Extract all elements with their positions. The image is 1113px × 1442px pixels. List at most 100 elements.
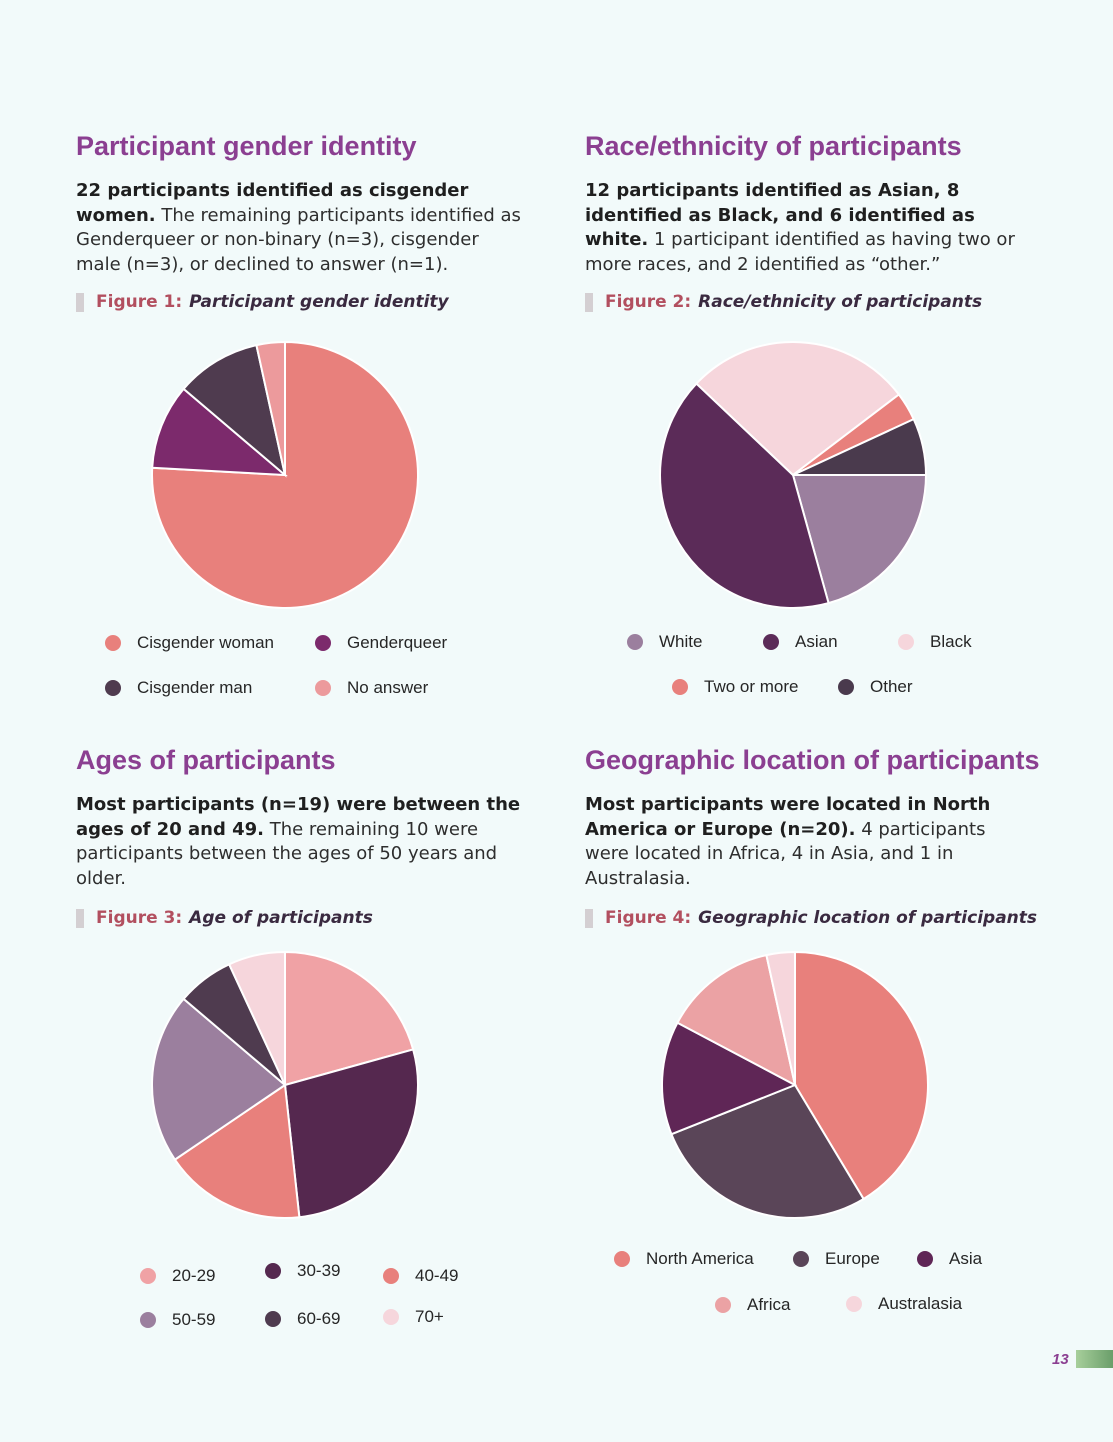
legend-item-white: White bbox=[627, 632, 702, 652]
legend-swatch bbox=[793, 1251, 809, 1267]
gender-body-bold: 22 participants identified as cisgender … bbox=[76, 180, 469, 226]
pie-slice-other bbox=[792, 417, 928, 476]
legend-label: Two or more bbox=[704, 677, 799, 696]
figure-2-text: Race/ethnicity of participants bbox=[698, 292, 983, 312]
caption-bar bbox=[76, 908, 84, 928]
legend-swatch bbox=[763, 634, 779, 650]
ages-body-bold: Most participants (n=19) were between th… bbox=[76, 794, 521, 840]
race-body-bold: 12 participants identified as Asian, 8 i… bbox=[585, 180, 975, 250]
legend-swatch bbox=[898, 634, 914, 650]
legend-label: North America bbox=[646, 1249, 754, 1268]
ages-title: Ages of participants bbox=[76, 745, 336, 775]
legend-label: Africa bbox=[747, 1295, 791, 1314]
legend-swatch bbox=[627, 634, 643, 650]
race-section: Race/ethnicity of participants 12 partic… bbox=[585, 131, 1035, 277]
legend-item-50-59: 50-59 bbox=[140, 1310, 215, 1330]
legend-item-africa: Africa bbox=[715, 1295, 790, 1315]
legend-label: Asian bbox=[795, 632, 838, 651]
legend-label: Other bbox=[870, 677, 913, 696]
ages-body-rest: The remaining 10 were participants betwe… bbox=[76, 818, 498, 889]
legend-label: 20-29 bbox=[172, 1266, 216, 1285]
page-number: 13 bbox=[1052, 1351, 1069, 1368]
legend-label: Genderqueer bbox=[347, 633, 448, 652]
ages-section: Ages of participants Most participants (… bbox=[76, 745, 526, 891]
legend-swatch bbox=[715, 1297, 731, 1313]
pie-slice-north-america bbox=[794, 950, 929, 1201]
pie-slice-40-49 bbox=[173, 1083, 301, 1219]
legend-label: Black bbox=[930, 632, 972, 651]
ages-body: Most participants (n=19) were between th… bbox=[76, 793, 526, 891]
geo-title: Geographic location of participants bbox=[585, 745, 1040, 775]
figure-1-caption: Figure 1: Participant gender identity bbox=[76, 292, 449, 312]
race-title: Race/ethnicity of participants bbox=[585, 131, 962, 161]
legend-swatch bbox=[315, 680, 331, 696]
pie-slice-europe bbox=[670, 1083, 865, 1219]
legend-swatch bbox=[140, 1268, 156, 1284]
legend-item-two-or-more: Two or more bbox=[672, 677, 798, 697]
figure-3-label: Figure 3: bbox=[96, 908, 183, 928]
pie-slice-genderqueer bbox=[151, 387, 288, 477]
caption-bar bbox=[76, 292, 84, 312]
legend-swatch bbox=[846, 1296, 862, 1312]
figure-3-text: Age of participants bbox=[189, 908, 373, 928]
legend-item-australasia: Australasia bbox=[846, 1294, 962, 1314]
legend-label: No answer bbox=[347, 678, 429, 697]
pie-slice-australasia bbox=[765, 950, 796, 1086]
pie-slice-20-29 bbox=[284, 950, 415, 1087]
figure-1-label: Figure 1: bbox=[96, 292, 183, 312]
ages-pie-chart bbox=[151, 950, 419, 1219]
gender-pie-chart bbox=[151, 340, 419, 609]
race-pie-chart bbox=[659, 341, 928, 609]
legend-item-cisgender-woman: Cisgender woman bbox=[105, 633, 274, 653]
legend-label: Europe bbox=[825, 1249, 880, 1268]
figure-1-text: Participant gender identity bbox=[189, 292, 449, 312]
pie-slice-30-39 bbox=[283, 1048, 419, 1219]
gender-section: Participant gender identity 22 participa… bbox=[76, 131, 526, 277]
legend-swatch bbox=[614, 1251, 630, 1267]
legend-item-black: Black bbox=[898, 632, 972, 652]
figure-2-caption: Figure 2: Race/ethnicity of participants bbox=[585, 292, 982, 312]
geo-pie-chart bbox=[661, 950, 929, 1219]
pie-slice-white bbox=[791, 474, 928, 605]
legend-swatch bbox=[105, 680, 121, 696]
legend-item-60-69: 60-69 bbox=[265, 1309, 340, 1329]
figure-4-label: Figure 4: bbox=[605, 908, 692, 928]
legend-item-70: 70+ bbox=[383, 1307, 444, 1327]
figure-2-label: Figure 2: bbox=[605, 292, 692, 312]
legend-item-other: Other bbox=[838, 677, 913, 697]
legend-swatch bbox=[105, 635, 121, 651]
legend-label: 40-49 bbox=[415, 1266, 459, 1285]
figure-3-caption: Figure 3: Age of participants bbox=[76, 908, 373, 928]
legend-item-europe: Europe bbox=[793, 1249, 880, 1269]
geo-body: Most participants were located in North … bbox=[585, 793, 1035, 891]
legend-label: Cisgender woman bbox=[137, 633, 275, 652]
legend-swatch bbox=[315, 635, 331, 651]
race-body: 12 participants identified as Asian, 8 i… bbox=[585, 179, 1035, 277]
legend-swatch bbox=[140, 1312, 156, 1328]
legend-item-no-answer: No answer bbox=[315, 678, 428, 698]
legend-item-asia: Asia bbox=[917, 1249, 982, 1269]
pie-slice-asia bbox=[661, 1021, 798, 1136]
legend-swatch bbox=[672, 679, 688, 695]
page-number-accent-bar bbox=[1076, 1350, 1113, 1368]
legend-label: White bbox=[659, 632, 703, 651]
pie-slice-asian bbox=[659, 382, 830, 609]
pie-slice-cisgender-man bbox=[182, 343, 287, 478]
legend-swatch bbox=[838, 679, 854, 695]
legend-item-north-america: North America bbox=[614, 1249, 754, 1269]
legend-label: 50-59 bbox=[172, 1310, 216, 1329]
legend-item-cisgender-man: Cisgender man bbox=[105, 678, 252, 698]
legend-label: Australasia bbox=[878, 1294, 963, 1313]
pie-slice-africa bbox=[676, 953, 797, 1087]
pie-slice-black bbox=[695, 341, 901, 477]
legend-item-30-39: 30-39 bbox=[265, 1261, 340, 1281]
legend-item-genderqueer: Genderqueer bbox=[315, 633, 447, 653]
legend-swatch bbox=[917, 1251, 933, 1267]
caption-bar bbox=[585, 908, 593, 928]
legend-item-asian: Asian bbox=[763, 632, 838, 652]
legend-label: 30-39 bbox=[297, 1261, 341, 1280]
legend-swatch bbox=[265, 1311, 281, 1327]
pie-slice-50-59 bbox=[151, 997, 287, 1162]
race-body-rest: 1 participant identified as having two o… bbox=[585, 229, 1015, 275]
legend-swatch bbox=[383, 1309, 399, 1325]
